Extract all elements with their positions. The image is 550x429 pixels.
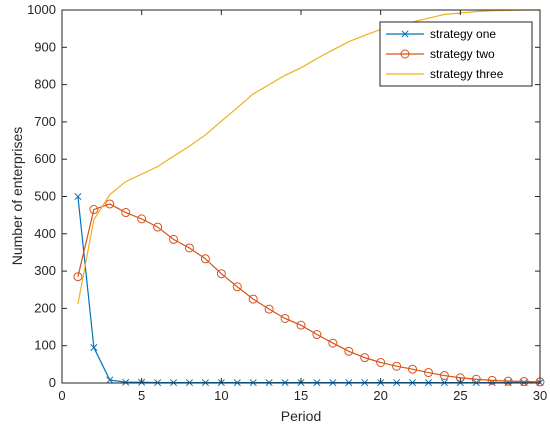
data-point [264, 304, 274, 314]
legend: strategy one strategy two strategy three [379, 21, 533, 87]
data-point [200, 254, 210, 264]
series-2 [73, 199, 545, 387]
data-point [328, 338, 338, 348]
data-point [74, 192, 82, 201]
y-tick-label: 0 [49, 375, 56, 390]
y-tick-label: 500 [34, 189, 56, 204]
data-point [121, 208, 131, 218]
x-tick-label: 30 [533, 388, 547, 403]
y-tick-label: 200 [34, 300, 56, 315]
legend-label: strategy one [430, 27, 496, 41]
series-line [77, 9, 540, 305]
data-point [106, 376, 114, 384]
x-tick-label: 25 [453, 388, 467, 403]
legend-label: strategy two [430, 47, 495, 61]
data-point [216, 269, 226, 279]
x-tick-label: 0 [58, 388, 65, 403]
y-tick-label: 1000 [27, 2, 56, 17]
data-point [400, 49, 410, 59]
y-tick-label: 700 [34, 114, 56, 129]
x-tick-label: 20 [373, 388, 387, 403]
y-tick-label: 400 [34, 226, 56, 241]
x-tick-label: 5 [138, 388, 145, 403]
data-point [184, 243, 194, 253]
data-point [503, 376, 513, 386]
y-tick-label: 600 [34, 151, 56, 166]
data-point [487, 375, 497, 385]
data-point [73, 272, 83, 282]
data-point [248, 294, 258, 304]
data-point [296, 320, 306, 330]
y-axis-label: Number of enterprises [9, 127, 25, 266]
data-point [232, 282, 242, 292]
data-point [439, 371, 449, 381]
data-point [376, 357, 386, 367]
y-tick-label: 900 [34, 39, 56, 54]
data-point [137, 214, 147, 224]
series-line [77, 203, 541, 383]
data-point [408, 364, 418, 374]
data-point [122, 378, 130, 386]
x-tick-label: 10 [214, 388, 228, 403]
data-point [360, 353, 370, 363]
data-point [153, 222, 163, 232]
data-point [105, 199, 115, 209]
y-tick-label: 100 [34, 338, 56, 353]
data-point [169, 234, 179, 244]
ticks-layer: 0 5 10 15 20 25 300100200300400500600700800900… [27, 2, 547, 403]
data-point [312, 330, 322, 340]
data-point [392, 361, 402, 371]
data-point [89, 205, 99, 215]
y-tick-label: 800 [34, 77, 56, 92]
series-3 [77, 9, 540, 305]
x-axis-label: Period [281, 408, 321, 424]
legend-label: strategy three [430, 67, 504, 81]
data-point [280, 313, 290, 323]
y-tick-label: 300 [34, 263, 56, 278]
x-tick-label: 15 [294, 388, 308, 403]
data-point [519, 377, 529, 387]
data-point [90, 344, 98, 352]
data-point [344, 346, 354, 356]
data-point [423, 368, 433, 378]
data-point [401, 30, 409, 38]
